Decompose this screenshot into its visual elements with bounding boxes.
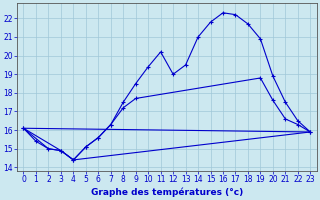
X-axis label: Graphe des températures (°c): Graphe des températures (°c) [91,187,243,197]
